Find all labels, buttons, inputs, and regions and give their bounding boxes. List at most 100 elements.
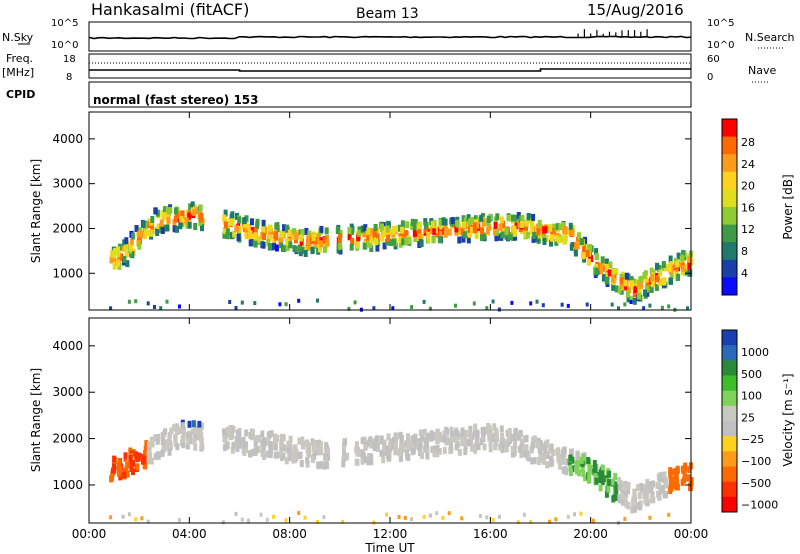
echo-cell (419, 451, 424, 459)
echo-cell (649, 286, 654, 293)
echo-cell (680, 478, 685, 486)
near-range-echo-cell (491, 299, 495, 304)
velocity-colorbar-tick: −25 (741, 433, 764, 446)
echo-cell (668, 467, 673, 475)
echo-cell (645, 487, 650, 495)
echo-cell (423, 221, 428, 229)
echo-cell (649, 496, 654, 504)
echo-cell (160, 227, 165, 234)
echo-cell (156, 451, 161, 459)
echo-cell (600, 472, 605, 479)
echo-cell (163, 428, 168, 436)
echo-cell (454, 429, 458, 437)
power-colorbar-block (722, 242, 737, 261)
echo-cell (385, 238, 390, 246)
echo-cell (604, 277, 609, 285)
echo-cell (284, 457, 289, 465)
echo-cell (167, 432, 172, 440)
near-range-echo-cell (234, 306, 238, 310)
echo-cell (495, 213, 500, 221)
echo-cell (467, 429, 472, 437)
echo-cell (350, 227, 355, 235)
near-range-echo-cell (403, 516, 407, 520)
velocity-panel: 1000 2000 3000 4000 Slant Range [km] (29, 317, 694, 525)
echo-cell (500, 231, 505, 239)
echo-cell (442, 430, 447, 438)
near-range-echo-cell (322, 515, 326, 520)
echo-cell (137, 242, 142, 250)
near-range-echo-cell (253, 301, 257, 306)
echo-cell (250, 429, 255, 437)
near-range-echo-cell (428, 513, 432, 518)
echo-cell (556, 453, 561, 461)
echo-cell (614, 481, 619, 489)
echo-cell (463, 439, 468, 447)
echo-cell (473, 442, 478, 450)
echo-cell (604, 263, 609, 271)
echo-cell (281, 444, 286, 452)
echo-cell (149, 457, 154, 465)
echo-cell (632, 297, 637, 305)
echo-cell (512, 434, 517, 442)
echo-cell (325, 462, 329, 469)
echo-cell (614, 487, 619, 495)
echo-cell (443, 218, 448, 226)
echo-cell (523, 449, 528, 457)
echo-cell (655, 262, 659, 270)
echo-cell (174, 207, 178, 215)
echo-cell (549, 443, 554, 451)
echo-cell (632, 290, 637, 298)
echo-cell (190, 201, 195, 209)
echo-cell (379, 449, 384, 457)
echo-cell (438, 218, 443, 226)
echo-cell (312, 444, 316, 452)
near-range-echo-cell (127, 299, 131, 304)
echo-cell (424, 226, 429, 234)
echo-cell (639, 483, 644, 490)
echo-cell (457, 448, 462, 456)
echo-cell (580, 465, 585, 473)
velocity-colorbar-block (722, 466, 737, 483)
echo-cell (225, 232, 230, 240)
echo-cell (449, 430, 454, 438)
near-range-echo-cell (109, 306, 113, 311)
echo-cell (367, 453, 371, 461)
velocity-colorbar-block (722, 360, 737, 376)
echo-cell (117, 469, 122, 477)
echo-cell (141, 220, 146, 228)
velocity-colorbar-block (722, 375, 737, 392)
echo-cell (111, 255, 116, 262)
near-range-echo-cell (259, 512, 263, 517)
echo-cell (368, 240, 373, 248)
near-range-echo-cell (529, 301, 533, 306)
echo-cell (480, 427, 485, 435)
echo-cell (125, 470, 130, 478)
echo-cell (236, 234, 241, 241)
velocity-colorbar-block (722, 330, 737, 346)
power-colorbar-block (722, 189, 737, 208)
echo-cell (498, 443, 502, 451)
echo-cell (455, 220, 460, 228)
near-range-echo-cell (234, 511, 238, 516)
date-title: 15/Aug/2016 (587, 1, 684, 19)
echo-cell (520, 438, 525, 446)
echo-cell (125, 260, 130, 268)
echo-cell (513, 429, 518, 437)
echo-cell (580, 252, 585, 260)
echo-cell (602, 274, 606, 282)
echo-cell (536, 437, 541, 445)
time-tick-label: 12:00 (373, 527, 408, 541)
near-range-echo-cell (579, 511, 583, 516)
echo-cell (674, 267, 679, 275)
echo-cell (462, 231, 467, 239)
echo-cell (442, 446, 447, 454)
echo-cell (268, 451, 273, 459)
echo-cell (463, 429, 467, 437)
velocity-colorbar-block (722, 481, 737, 498)
echo-cell (526, 454, 531, 462)
echo-cell (357, 449, 362, 457)
nave-label: Nave (748, 64, 776, 77)
echo-cell (466, 214, 471, 222)
echo-cell (237, 225, 242, 233)
